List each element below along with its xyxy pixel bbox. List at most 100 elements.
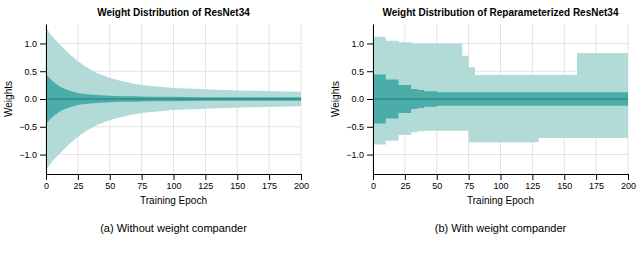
tick-mark — [301, 174, 302, 180]
tick-mark — [78, 174, 79, 180]
grid-line — [373, 99, 628, 100]
x-label: Training Epoch — [140, 195, 207, 206]
tick-label: 25 — [73, 181, 83, 191]
tick-label: 175 — [589, 181, 604, 191]
tick: −0.5 — [19, 122, 46, 132]
grid — [46, 24, 301, 174]
tick-label: 150 — [230, 181, 245, 191]
grid-line — [46, 43, 301, 44]
tick-label: 125 — [525, 181, 540, 191]
tick: 125 — [525, 174, 540, 191]
tick-mark — [142, 174, 143, 180]
band — [46, 28, 301, 170]
tick-label: 200 — [294, 181, 309, 191]
y-axis: −1.0 −0.5 0.0 0.5 1.0 — [19, 25, 46, 175]
tick: 0 — [371, 174, 376, 191]
caption: (a) Without weight compander — [100, 222, 247, 234]
tick-label: −0.5 — [346, 122, 364, 132]
panel: 0 25 50 75 100 125 150 175 200 −1.0 −0.5 0.0 0.5 1.0 W… — [3, 7, 309, 234]
band — [373, 37, 628, 145]
tick-label: 0.5 — [24, 67, 37, 77]
band — [46, 75, 301, 124]
tick-label: 0.0 — [351, 94, 364, 104]
tick: 1.0 — [351, 39, 373, 49]
tick-label: 200 — [621, 181, 636, 191]
x-axis: 0 25 50 75 100 125 150 175 200 — [44, 174, 309, 191]
tick-mark — [373, 174, 374, 180]
tick: 175 — [589, 174, 604, 191]
tick-label: 25 — [400, 181, 410, 191]
x-axis: 0255075100125150175200 — [371, 174, 636, 191]
tick: 50 — [432, 174, 442, 191]
tick-mark — [40, 71, 46, 72]
tick-mark — [46, 174, 47, 180]
median-line — [373, 98, 628, 99]
tick: 25 — [73, 174, 83, 191]
tick-label: 50 — [105, 181, 115, 191]
tick-label: 75 — [464, 181, 474, 191]
axis-line — [373, 25, 374, 175]
tick: −0.5 — [346, 122, 373, 132]
tick-mark — [437, 174, 438, 180]
tick-mark — [367, 71, 373, 72]
tick: 25 — [400, 174, 410, 191]
x-label: Training Epoch — [467, 195, 534, 206]
tick-mark — [532, 174, 533, 180]
tick-label: 125 — [198, 181, 213, 191]
plot-area — [46, 28, 301, 170]
tick: 0.5 — [351, 67, 373, 77]
tick-mark — [367, 155, 373, 156]
tick: 50 — [105, 174, 115, 191]
tick: 200 — [621, 174, 636, 191]
grid-line — [46, 99, 301, 100]
tick-label: 50 — [432, 181, 442, 191]
y-label: Weights — [3, 81, 14, 117]
tick-label: 150 — [557, 181, 572, 191]
caption: (b) With weight compander — [435, 222, 567, 234]
tick: −1.0 — [19, 150, 46, 160]
tick: 75 — [137, 174, 147, 191]
y-label: Weights — [330, 81, 341, 117]
grid-line — [373, 154, 628, 155]
tick-mark — [628, 174, 629, 180]
tick-mark — [469, 174, 470, 180]
tick: −1.0 — [346, 150, 373, 160]
title: Weight Distribution of ResNet34 — [97, 7, 250, 18]
tick-mark — [40, 99, 46, 100]
tick-label: 175 — [262, 181, 277, 191]
tick: 0.5 — [24, 67, 46, 77]
tick-mark — [405, 174, 406, 180]
tick-mark — [110, 174, 111, 180]
figure: 0 25 50 75 100 125 150 175 200 −1.0 −0.5 0.0 0.5 1.0 W… — [0, 0, 640, 265]
tick-mark — [564, 174, 565, 180]
tick: 100 — [166, 174, 181, 191]
grid — [373, 24, 628, 174]
tick-mark — [367, 99, 373, 100]
tick: 125 — [198, 174, 213, 191]
tick: 1.0 — [24, 39, 46, 49]
tick: 0.0 — [351, 94, 373, 104]
tick-mark — [269, 174, 270, 180]
tick: 200 — [294, 174, 309, 191]
tick-label: 75 — [137, 181, 147, 191]
tick-label: 1.0 — [24, 39, 37, 49]
tick-label: 0.5 — [351, 67, 364, 77]
grid-line — [46, 154, 301, 155]
tick-mark — [40, 43, 46, 44]
tick: 0 — [44, 174, 49, 191]
tick-mark — [367, 43, 373, 44]
tick-mark — [40, 155, 46, 156]
panel: 0255075100125150175200−1.0−0.50.00.51.0W… — [330, 7, 636, 234]
tick-label: −1.0 — [346, 150, 364, 160]
tick: 150 — [557, 174, 572, 191]
tick-label: 0 — [371, 181, 376, 191]
tick-mark — [367, 127, 373, 128]
tick-label: 0.0 — [24, 94, 37, 104]
tick-label: −0.5 — [19, 122, 37, 132]
tick-mark — [174, 174, 175, 180]
tick-label: −1.0 — [19, 150, 37, 160]
tick: 0.0 — [24, 94, 46, 104]
plot-area — [373, 37, 628, 145]
tick-label: 100 — [166, 181, 181, 191]
tick: 150 — [230, 174, 245, 191]
